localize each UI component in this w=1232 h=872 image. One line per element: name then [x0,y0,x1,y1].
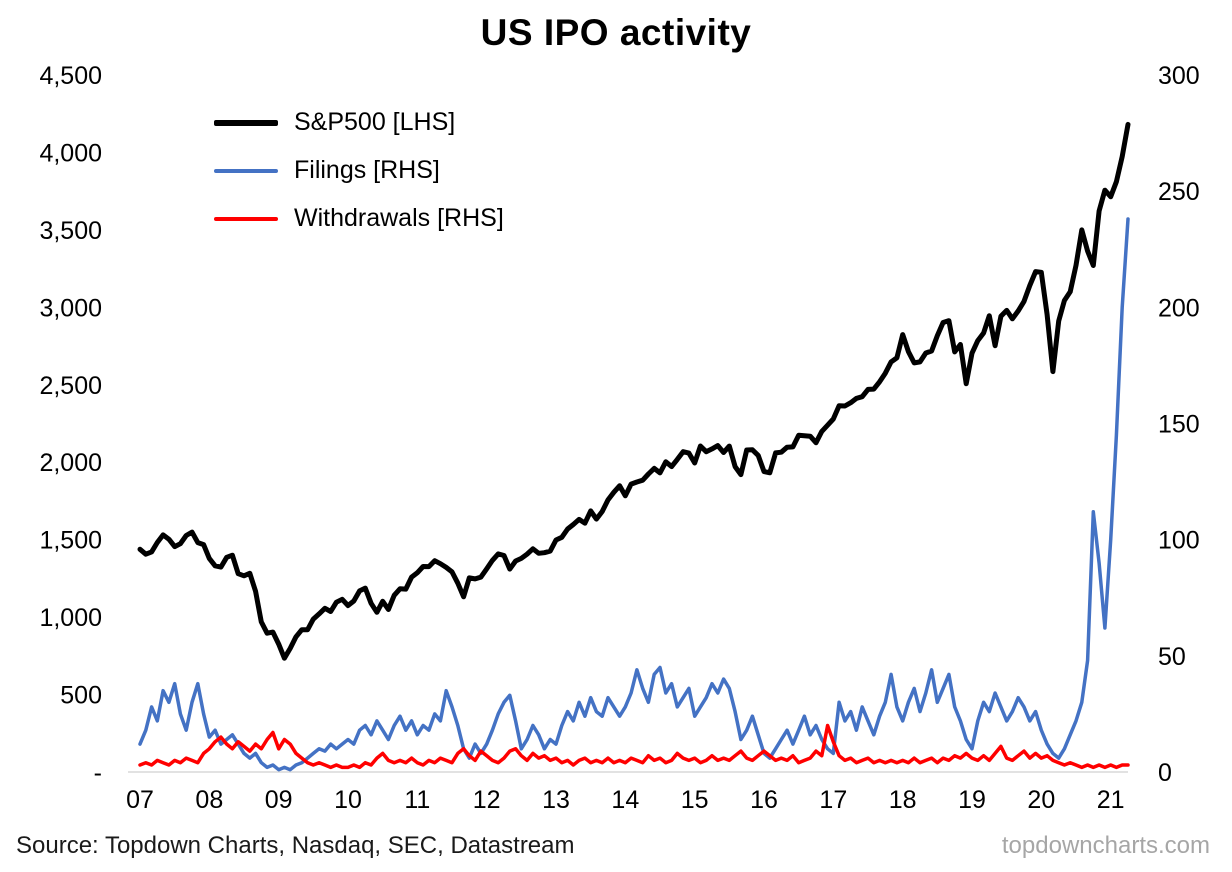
left-axis-tick-label: 2,000 [39,449,102,477]
left-axis-tick-label: 3,500 [39,217,102,245]
right-axis-tick-label: 200 [1158,294,1200,322]
x-axis-tick-label: 10 [334,786,362,814]
right-axis-tick-label: 50 [1158,643,1186,671]
right-axis-tick-label: 300 [1158,62,1200,90]
sp500-line [137,121,1131,661]
x-axis-tick-label: 14 [611,786,639,814]
x-axis-tick-label: 12 [473,786,501,814]
x-axis-tick-label: 08 [195,786,223,814]
legend-item-filings: Filings [RHS] [214,156,504,185]
legend-item-withdrawals: Withdrawals [RHS] [214,204,504,233]
left-axis-tick-label: 1,500 [39,527,102,555]
x-axis-tick-label: 17 [819,786,847,814]
x-axis-tick-label: 07 [126,786,154,814]
watermark: topdowncharts.com [1001,832,1210,859]
x-axis-tick-label: 18 [889,786,917,814]
left-axis-tick-label: 3,000 [39,294,102,322]
right-axis-tick-label: 150 [1158,411,1200,439]
x-axis-tick-label: 13 [542,786,570,814]
legend-label-sp500: S&P500 [LHS] [294,108,456,136]
chart-legend: S&P500 [LHS] Filings [RHS] Withdrawals [… [214,108,504,233]
withdrawals-line [138,723,1130,770]
left-axis-tick-label: 4,000 [39,139,102,167]
left-axis-tick-label: - [94,759,102,787]
legend-label-filings: Filings [RHS] [294,156,440,184]
left-axis-tick-label: 500 [60,682,102,710]
filings-line-swatch [214,168,278,173]
right-axis-tick-label: 100 [1158,527,1200,555]
legend-label-withdrawals: Withdrawals [RHS] [294,204,504,232]
right-axis-tick-label: 0 [1158,759,1172,787]
x-axis-tick-label: 11 [404,786,430,814]
left-axis-tick-label: 2,500 [39,372,102,400]
x-axis-tick-label: 16 [750,786,778,814]
right-axis-tick-label: 250 [1158,178,1200,206]
x-axis-tick-label: 20 [1027,786,1055,814]
filings-line [138,217,1130,772]
x-axis-tick-label: 19 [958,786,986,814]
withdrawals-line-swatch [214,216,278,221]
sp500-line-swatch [214,119,278,126]
chart-title: US IPO activity [480,12,752,53]
legend-item-sp500: S&P500 [LHS] [214,108,504,137]
x-axis-tick-label: 15 [681,786,709,814]
left-axis-tick-label: 1,000 [39,604,102,632]
x-axis-tick-label: 09 [265,786,293,814]
left-axis-tick-label: 4,500 [39,62,102,90]
x-axis-tick-label: 21 [1097,786,1125,814]
source-text: Source: Topdown Charts, Nasdaq, SEC, Dat… [16,832,575,859]
